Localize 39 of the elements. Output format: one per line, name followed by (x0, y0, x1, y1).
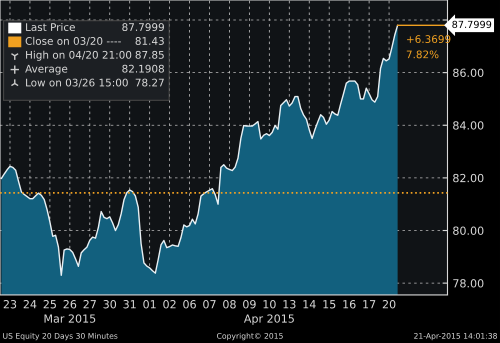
x-tick-label: 10 (264, 300, 276, 308)
y-tick-label: 80.00 (453, 226, 484, 235)
y-tick-label: 86.00 (453, 68, 484, 78)
annotation: Low on 03/26 15:00 (26, 78, 128, 88)
legend-label: Close on 03/20 ---- (26, 36, 121, 46)
text: Mar 2015 (44, 314, 96, 323)
x-tick-label: 14 (303, 300, 316, 308)
x-tick-label: 15 (323, 300, 336, 308)
annotation: 81.43 (136, 37, 164, 45)
x-tick-label: 27 (84, 300, 96, 308)
x-tick-label: 26 (64, 300, 76, 308)
x-tick-label: 07 (203, 300, 216, 308)
x-tick-label: 01 (143, 300, 156, 308)
x-tick-label: 24 (24, 300, 36, 308)
annotation: Average (25, 64, 68, 75)
x-tick-label: 16 (343, 300, 356, 308)
x-tick-label: 31 (123, 300, 136, 308)
annotation: 78.27 (136, 78, 164, 86)
x-tick-label: 17 (363, 300, 376, 308)
annotation: 87.85 (136, 50, 164, 59)
x-tick-label: 09 (243, 300, 256, 308)
y-tick-label: 84.00 (453, 121, 484, 130)
x-tick-label: 08 (223, 300, 236, 308)
text: 87.7999 (452, 20, 492, 28)
annotation: 87.7999 (122, 23, 164, 32)
x-tick-label: 23 (4, 300, 16, 308)
text: 7.82% (406, 50, 438, 58)
y-tick-label: 78.00 (453, 279, 484, 288)
annotation: High on 04/20 21:00 (26, 50, 132, 61)
x-tick-label: 30 (104, 300, 116, 308)
y-tick-label: 82.00 (453, 174, 484, 182)
x-tick-label: 20 (382, 300, 396, 308)
x-tick-label: 13 (283, 300, 296, 308)
x-tick-label: 06 (183, 300, 196, 308)
x-tick-label: 02 (163, 300, 176, 308)
text: Apr 2015 (244, 314, 294, 325)
text: Last Price (26, 22, 75, 32)
x-tick-label: 25 (44, 300, 56, 308)
annotation: 82.1908 (122, 64, 164, 73)
